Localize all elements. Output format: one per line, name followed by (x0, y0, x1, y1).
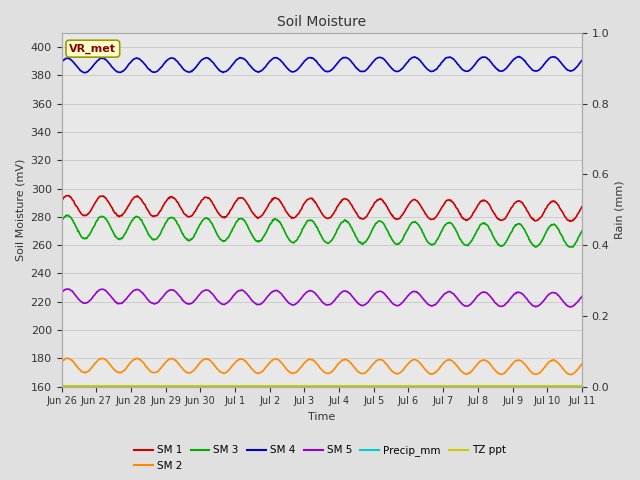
SM 4 (515, 54, 523, 60)
SM 3 (376, 218, 383, 224)
SM 5 (215, 299, 223, 305)
SM 3 (260, 232, 268, 238)
SM 4 (58, 60, 65, 65)
Line: SM 3: SM 3 (61, 215, 582, 247)
Y-axis label: Rain (mm): Rain (mm) (615, 180, 625, 239)
Precip_mm (578, 384, 586, 389)
SM 1 (58, 197, 65, 203)
TZ ppt (404, 383, 412, 389)
SM 1 (405, 202, 413, 207)
SM 2 (578, 361, 586, 367)
SM 4 (120, 68, 127, 74)
SM 4 (405, 57, 413, 63)
SM 1 (578, 204, 586, 209)
SM 4 (578, 58, 586, 63)
SM 3 (65, 212, 72, 218)
SM 2 (64, 355, 72, 361)
SM 5 (260, 298, 268, 303)
SM 4 (81, 70, 88, 75)
Line: SM 5: SM 5 (61, 289, 582, 307)
SM 5 (58, 290, 65, 296)
SM 2 (405, 360, 413, 366)
SM 2 (58, 359, 65, 365)
SM 2 (260, 366, 268, 372)
Y-axis label: Soil Moisture (mV): Soil Moisture (mV) (15, 158, 25, 261)
SM 3 (120, 234, 127, 240)
SM 5 (405, 292, 413, 298)
SM 3 (567, 244, 575, 250)
SM 4 (241, 57, 248, 62)
SM 3 (578, 228, 586, 234)
SM 5 (63, 286, 70, 292)
Precip_mm (404, 384, 412, 389)
SM 1 (120, 211, 127, 216)
TZ ppt (240, 383, 248, 389)
SM 3 (58, 219, 65, 225)
SM 4 (376, 55, 383, 60)
SM 4 (215, 67, 223, 73)
TZ ppt (119, 383, 127, 389)
SM 2 (566, 372, 574, 377)
Text: VR_met: VR_met (69, 44, 116, 54)
SM 3 (241, 218, 248, 224)
Precip_mm (214, 384, 222, 389)
Precip_mm (260, 384, 268, 389)
Legend: SM 1, SM 2, SM 3, SM 4, SM 5, Precip_mm, TZ ppt: SM 1, SM 2, SM 3, SM 4, SM 5, Precip_mm,… (130, 441, 510, 475)
TZ ppt (58, 383, 65, 389)
TZ ppt (375, 383, 383, 389)
SM 5 (578, 294, 586, 300)
SM 3 (215, 234, 223, 240)
SM 3 (405, 224, 413, 230)
SM 2 (376, 357, 383, 362)
SM 2 (120, 368, 127, 374)
SM 5 (241, 289, 248, 295)
Precip_mm (119, 384, 127, 389)
Precip_mm (240, 384, 248, 389)
SM 1 (376, 196, 383, 202)
SM 5 (566, 304, 574, 310)
SM 5 (376, 288, 383, 294)
TZ ppt (214, 383, 222, 389)
SM 1 (566, 218, 573, 224)
Title: Soil Moisture: Soil Moisture (277, 15, 366, 29)
SM 1 (65, 193, 72, 199)
SM 4 (260, 65, 268, 71)
SM 5 (120, 299, 127, 305)
SM 1 (241, 197, 248, 203)
TZ ppt (578, 383, 586, 389)
SM 1 (260, 209, 268, 215)
SM 2 (215, 368, 223, 373)
X-axis label: Time: Time (308, 412, 335, 422)
SM 2 (241, 358, 248, 364)
Precip_mm (375, 384, 383, 389)
Line: SM 2: SM 2 (61, 358, 582, 374)
Line: SM 4: SM 4 (61, 57, 582, 72)
Precip_mm (58, 384, 65, 389)
Line: SM 1: SM 1 (61, 196, 582, 221)
SM 1 (215, 211, 223, 216)
TZ ppt (260, 383, 268, 389)
